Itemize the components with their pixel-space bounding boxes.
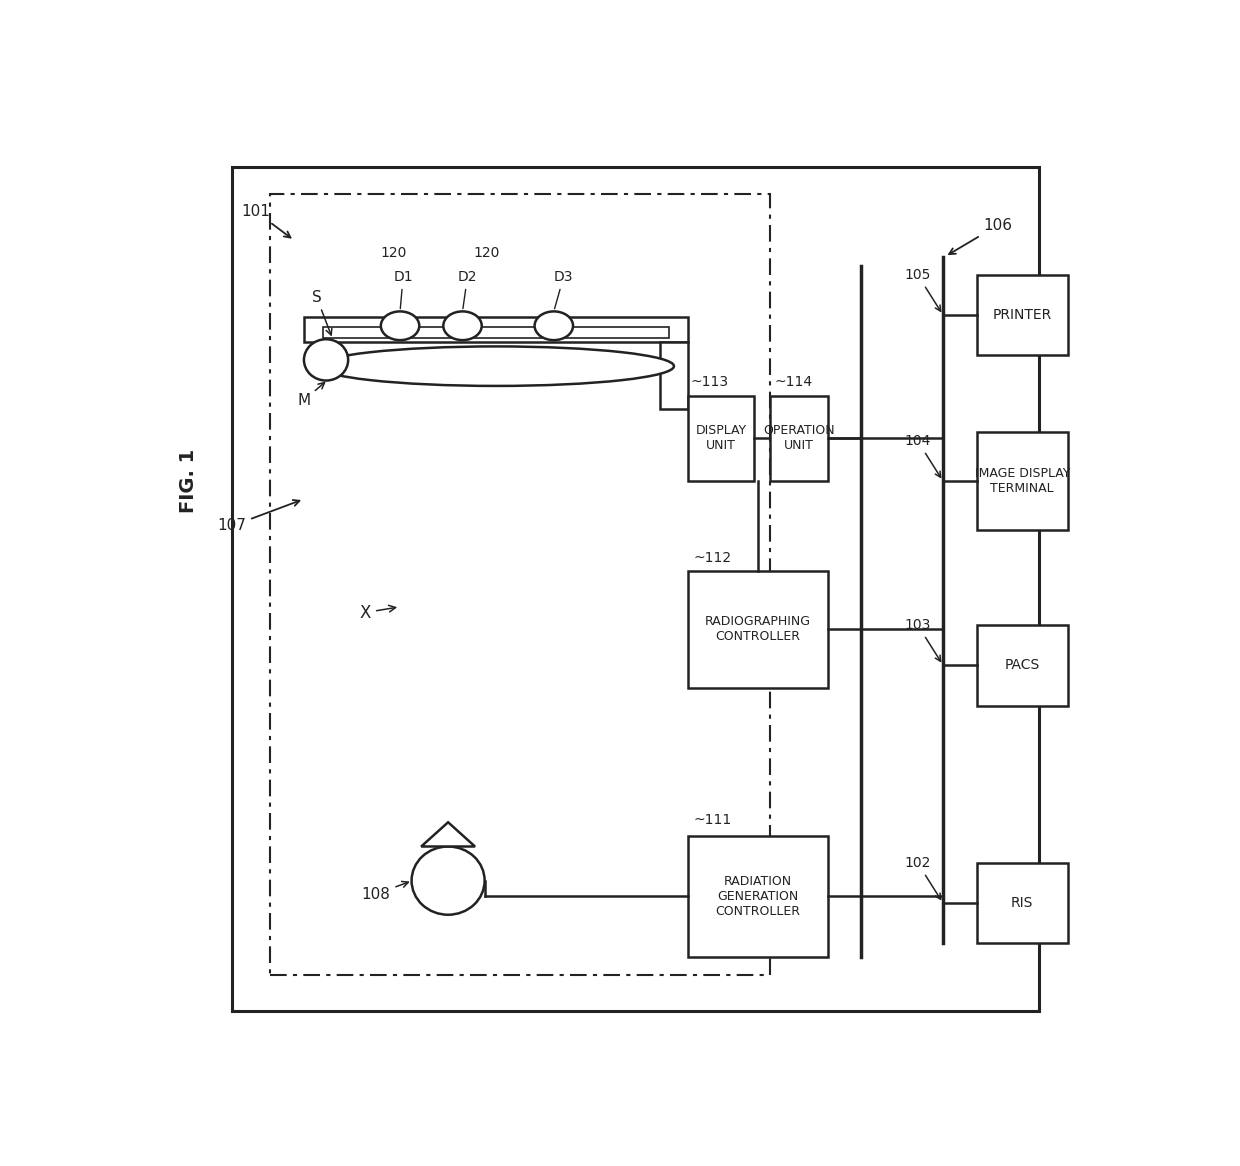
- Text: 106: 106: [949, 218, 1012, 254]
- Bar: [977, 625, 1068, 705]
- Text: ~114: ~114: [775, 375, 813, 389]
- Text: 102: 102: [904, 856, 941, 899]
- Text: M: M: [298, 382, 325, 408]
- Text: D2: D2: [458, 269, 477, 309]
- Text: 107: 107: [217, 500, 299, 534]
- Text: 103: 103: [904, 618, 941, 661]
- Text: RADIATION
GENERATION
CONTROLLER: RADIATION GENERATION CONTROLLER: [715, 874, 801, 918]
- Text: ~112: ~112: [693, 550, 732, 564]
- Text: PRINTER: PRINTER: [993, 308, 1052, 322]
- Text: DISPLAY
UNIT: DISPLAY UNIT: [696, 424, 746, 452]
- Bar: [770, 395, 828, 482]
- Text: 108: 108: [362, 881, 408, 901]
- Text: PACS: PACS: [1004, 658, 1040, 672]
- Text: 105: 105: [904, 268, 941, 311]
- Text: RADIOGRAPHING
CONTROLLER: RADIOGRAPHING CONTROLLER: [706, 616, 811, 644]
- Text: 120: 120: [474, 246, 500, 260]
- Bar: [304, 317, 688, 342]
- Text: IMAGE DISPLAY
TERMINAL: IMAGE DISPLAY TERMINAL: [975, 468, 1070, 496]
- Bar: [977, 863, 1068, 943]
- Text: 101: 101: [242, 204, 290, 238]
- Ellipse shape: [534, 311, 573, 340]
- Bar: [660, 342, 688, 409]
- Text: ~113: ~113: [691, 375, 728, 389]
- Text: X: X: [360, 604, 396, 621]
- Text: 120: 120: [381, 246, 407, 260]
- Text: FIG. 1: FIG. 1: [179, 449, 198, 513]
- Bar: [688, 836, 828, 957]
- Text: RIS: RIS: [1011, 895, 1033, 911]
- Bar: [977, 275, 1068, 356]
- Text: D3: D3: [554, 269, 573, 309]
- Ellipse shape: [381, 311, 419, 340]
- Text: OPERATION
UNIT: OPERATION UNIT: [763, 424, 835, 452]
- Bar: [270, 194, 770, 975]
- Text: D1: D1: [393, 269, 413, 309]
- Bar: [324, 326, 670, 338]
- Bar: [977, 431, 1068, 531]
- Ellipse shape: [319, 346, 675, 386]
- Circle shape: [412, 847, 485, 915]
- Text: ~111: ~111: [693, 813, 732, 827]
- Bar: [232, 167, 1039, 1011]
- Circle shape: [304, 339, 348, 380]
- Text: 104: 104: [904, 434, 941, 477]
- Bar: [688, 395, 754, 482]
- Polygon shape: [422, 822, 475, 847]
- Text: S: S: [311, 289, 332, 335]
- Bar: [688, 571, 828, 688]
- Ellipse shape: [444, 311, 481, 340]
